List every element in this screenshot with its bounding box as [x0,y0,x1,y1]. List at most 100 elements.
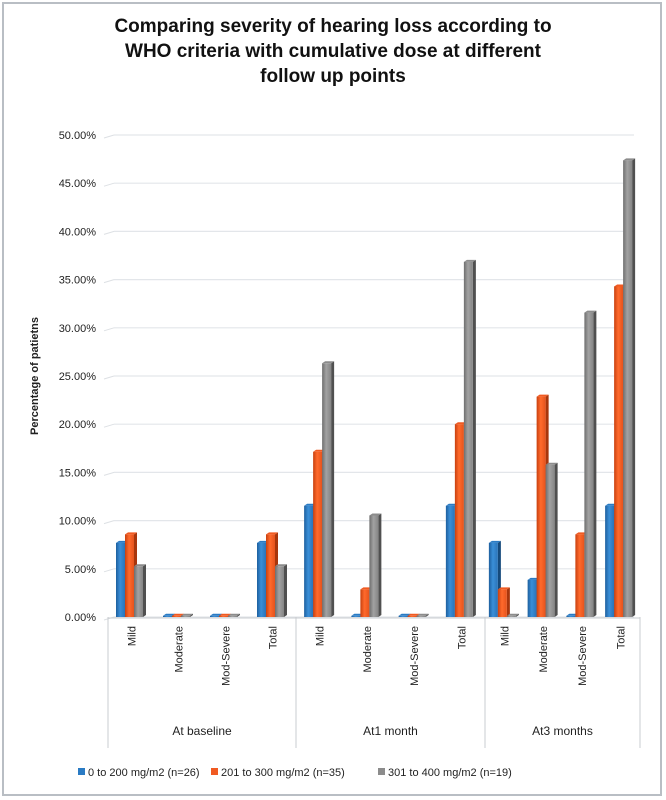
bar-face [172,615,181,617]
bar-face [527,579,537,617]
legend-item: 201 to 300 mg/m2 (n=35) [211,767,345,779]
bar-face [623,160,633,617]
x-category-label: Mild [315,626,327,646]
bar-face [116,542,125,617]
gridline-depth [103,279,115,284]
x-category-label: Mod-Severe [409,626,421,686]
bars [116,158,636,617]
chart-title: Comparing severity of hearing loss accor… [0,14,666,89]
bar [623,158,636,617]
gridline-depth [103,375,115,380]
legend-item: 0 to 200 mg/m2 (n=26) [78,767,200,779]
bar-top [125,532,137,535]
legend: 0 to 200 mg/m2 (n=26) 201 to 300 mg/m2 (n… [78,767,512,779]
bar-face [257,542,266,617]
bar-face [488,542,498,617]
y-tick-label: 25.00% [59,371,97,383]
gridline-depth [103,423,115,428]
bar-face [545,464,555,617]
bar-face [134,566,143,617]
x-group-label: At baseline [172,724,232,738]
bar [134,564,146,617]
chart-title-line-3: follow up points [260,66,406,87]
bar-face [416,615,426,617]
y-tick-label: 30.00% [59,323,97,335]
bar [416,613,429,617]
x-category-label: Moderate [174,626,186,672]
chart-title-line-1: Comparing severity of hearing loss accor… [114,16,552,37]
bar-face [181,615,190,617]
bar-face [125,534,134,617]
chart-title-line-2: WHO criteria with cumulative dose at dif… [125,41,541,62]
bar-side [190,613,193,617]
gridline-depth [103,230,115,235]
gridline-depth [103,327,115,332]
bar-face [614,286,624,617]
bar-face [369,515,379,617]
bar-top [545,462,558,465]
x-category-label: Mild [127,626,139,646]
legend-label: 301 to 400 mg/m2 (n=19) [388,767,512,779]
legend-swatch [211,768,218,775]
bar-face [566,615,576,617]
bar-top [219,613,231,616]
bar [369,513,382,617]
bar-face [536,396,546,617]
bar-top [536,394,549,397]
y-tick-label: 20.00% [59,419,97,431]
bar-face [454,424,464,617]
bar-top [181,613,193,616]
x-group-label: At3 months [532,724,593,738]
x-category-label: Mild [499,626,511,646]
bar-top [584,310,597,313]
bar [584,310,597,617]
bar-side [331,361,335,617]
y-axis-label: Percentage of patietns [29,317,41,435]
gridline-depth [103,520,115,525]
legend-swatch [78,768,85,775]
bar-side [143,564,146,617]
bar-top [398,613,411,616]
bar [545,462,558,617]
bar-top [210,613,222,616]
gridline-depth [103,182,115,187]
x-category-label: Mod-Severe [577,626,589,686]
bar-face [351,615,361,617]
bar-top [463,259,476,262]
bar-face [584,312,594,617]
bar-face [506,615,516,617]
bar [322,361,335,617]
bar-top [163,613,175,616]
legend-label: 0 to 200 mg/m2 (n=26) [88,767,200,779]
x-category-label: Mod-Severe [221,626,233,686]
bar-top [275,564,287,567]
bar-face [228,615,237,617]
bar [497,587,510,617]
y-tick-label: 35.00% [59,275,97,287]
bar-side [472,259,476,617]
bar-face [497,589,507,617]
bar-face [463,261,473,617]
x-category-label: Total [616,626,628,649]
bar-side [515,613,519,617]
bar-side [554,462,558,617]
bar-top [488,540,501,543]
bar-top [172,613,184,616]
x-category-label: Total [456,626,468,649]
bar-top [497,587,510,590]
bar-face [398,615,408,617]
gridline-depth [103,471,115,476]
y-tick-label: 0.00% [65,612,96,624]
y-tick-label: 10.00% [59,516,97,528]
legend-swatch [378,768,385,775]
bar-face [605,505,615,617]
bar [275,564,287,617]
y-tick-label: 15.00% [59,467,97,479]
bar [181,613,193,617]
y-axis-ticks: 0.00% 5.00% 10.00% 15.00% 20.00% 25.00% 30.00%… [59,130,97,624]
gridline-depth [103,134,115,139]
legend-item: 301 to 400 mg/m2 (n=19) [378,767,512,779]
x-category-label: Total [268,626,280,649]
